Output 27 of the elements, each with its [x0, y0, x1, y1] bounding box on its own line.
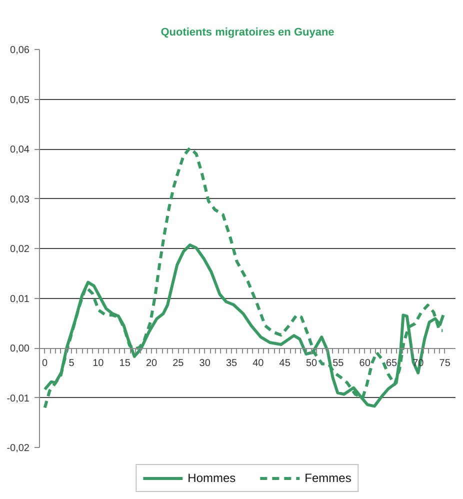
- x-tick-label: 15: [119, 358, 131, 369]
- y-tick-label: 0,04: [10, 144, 30, 156]
- x-tick-label: 10: [92, 358, 104, 369]
- x-tick-label: 35: [226, 358, 238, 369]
- x-tick-label: 60: [359, 358, 371, 369]
- y-tick-label: 0,00: [10, 344, 30, 354]
- y-tick-label: 0,05: [10, 94, 30, 106]
- x-tick-label: 65: [386, 358, 398, 369]
- y-tick-label: 0,02: [10, 244, 30, 255]
- y-tick-label: 0,01: [10, 294, 30, 305]
- x-tick-label: 5: [68, 358, 75, 369]
- y-tick-label: 0,06: [10, 45, 30, 56]
- y-tick-label: -0,02: [6, 443, 30, 454]
- x-tick-label: 0: [42, 358, 48, 369]
- x-tick-label: 50: [306, 358, 318, 369]
- legend-label: Femmes: [304, 471, 352, 485]
- legend-label: Hommes: [188, 471, 236, 485]
- y-tick-label: 0,03: [10, 194, 30, 206]
- x-tick-label: 25: [172, 358, 184, 369]
- x-tick-label: 55: [332, 358, 344, 369]
- chart-title: Quotients migratoires en Guyane: [160, 26, 334, 38]
- x-tick-label: 75: [439, 358, 451, 369]
- x-tick-label: 30: [199, 358, 211, 369]
- x-tick-label: 20: [146, 358, 158, 369]
- x-tick-label: 40: [252, 358, 264, 369]
- x-tick-label: 45: [279, 358, 291, 369]
- y-tick-label: -0,01: [6, 393, 30, 404]
